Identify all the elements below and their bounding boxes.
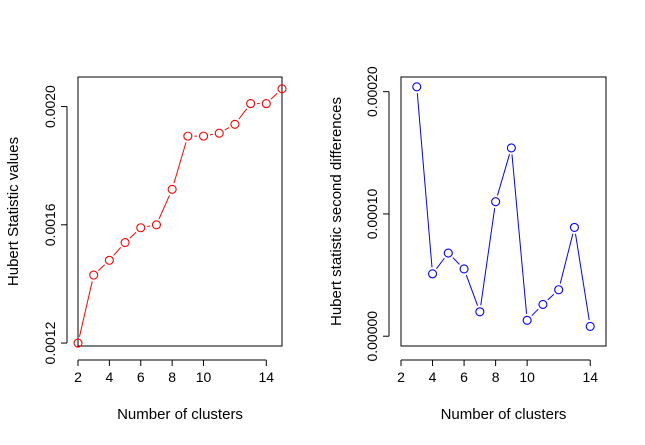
data-point: [443, 248, 453, 258]
series-line-segment: [547, 293, 555, 301]
y-tick-label: 0.0020: [42, 85, 58, 128]
series-line-segment: [113, 247, 122, 256]
data-point: [475, 307, 485, 317]
y-tick-label: 0.00020: [364, 66, 380, 117]
data-point: [522, 315, 532, 325]
plot-frame: [400, 76, 607, 347]
data-point: [459, 264, 469, 274]
data-point: [183, 131, 193, 141]
x-tick-label: 14: [582, 369, 598, 385]
hubert-second-differences-panel: 2 4 6 8 10 14 0.00000 0.00010 0.00020 Number of c…: [328, 66, 607, 423]
data-point: [506, 143, 516, 153]
series-line-segment: [531, 308, 539, 317]
x-tick-label: 14: [259, 369, 275, 385]
series-line-segment: [480, 208, 496, 306]
data-point: [89, 270, 99, 280]
x-tick-label: 2: [397, 369, 405, 385]
series-line-segment: [416, 93, 433, 268]
y-tick-label: 0.0016: [42, 203, 58, 246]
x-tick-label: 4: [105, 369, 113, 385]
series-line-segment: [452, 257, 460, 265]
y-tick-label: 0.0012: [42, 321, 58, 364]
series-line-segment: [224, 127, 230, 131]
data-point: [569, 222, 580, 232]
y-tick-label: 0.00000: [364, 311, 380, 362]
data-point: [538, 299, 548, 309]
data-point: [427, 269, 438, 279]
series-line-segment: [147, 225, 151, 228]
x-tick-label: 2: [74, 369, 82, 385]
series-line-segment: [209, 133, 213, 136]
x-tick-label: 8: [492, 369, 500, 385]
x-tick-label: 6: [137, 369, 145, 385]
data-point: [554, 285, 564, 295]
series-line-segment: [511, 154, 528, 314]
y-axis-title: Hubert Statistic values: [5, 137, 22, 286]
series-line-segment: [496, 154, 511, 196]
x-tick-label: 4: [429, 369, 437, 385]
data-point: [412, 82, 422, 92]
series-line-segment: [173, 142, 187, 184]
series-line-segment: [574, 233, 590, 321]
series-line-segment: [238, 108, 248, 120]
x-tick-label: 6: [460, 369, 468, 385]
data-point: [151, 220, 162, 230]
data-point: [104, 255, 114, 265]
data-point: [73, 338, 83, 348]
plot-frame: [77, 76, 283, 347]
data-point: [246, 99, 256, 109]
series-line-segment: [158, 195, 170, 220]
data-point: [277, 84, 287, 94]
data-point: [230, 119, 240, 129]
x-tick-label: 10: [196, 369, 212, 385]
x-axis-title: Number of clusters: [117, 406, 243, 423]
series-line-segment: [559, 233, 574, 284]
data-point: [261, 99, 271, 109]
data-point: [120, 237, 130, 248]
y-axis-title: Hubert statistic second differences: [328, 97, 345, 326]
y-tick-label: 0.00010: [364, 188, 380, 239]
series-line-segment: [98, 264, 105, 271]
data-point: [491, 197, 501, 207]
series-line-segment: [436, 257, 445, 269]
hubert-statistic-panel: 2 4 6 8 10 14 0.0012 0.0016 0.0020 Number of clus…: [5, 76, 287, 423]
x-tick-label: 10: [519, 369, 535, 385]
data-point: [585, 321, 595, 331]
data-point: [167, 184, 177, 194]
series-line-segment: [129, 231, 137, 239]
x-axis-title: Number of clusters: [441, 406, 567, 423]
series-line-segment: [78, 281, 93, 337]
data-point: [136, 223, 146, 233]
data-point: [214, 128, 224, 138]
series-line-segment: [465, 274, 479, 306]
x-tick-label: 8: [168, 369, 176, 385]
series-line-segment: [270, 92, 278, 100]
data-point: [198, 131, 209, 141]
